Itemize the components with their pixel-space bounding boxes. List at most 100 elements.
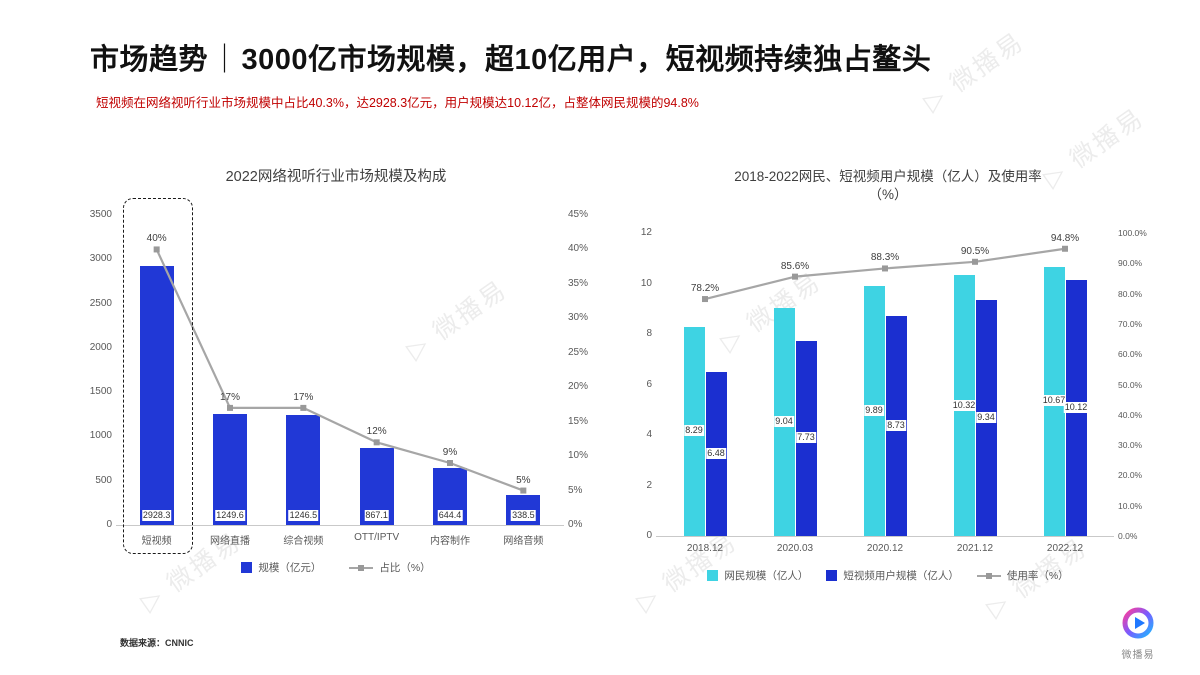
y-axis-left-tick: 0 bbox=[106, 519, 112, 530]
line-value-label: 94.8% bbox=[1050, 232, 1080, 244]
x-axis-line bbox=[116, 525, 564, 526]
y-axis-right-tick: 10.0% bbox=[1118, 500, 1143, 511]
y-axis-left-tick: 3500 bbox=[89, 209, 112, 220]
y-axis-right-tick: 25% bbox=[568, 346, 589, 358]
bar-swatch-icon bbox=[241, 562, 253, 573]
bar-swatch-icon bbox=[707, 570, 719, 581]
line-value-label: 90.5% bbox=[960, 245, 990, 257]
bar bbox=[286, 414, 321, 525]
legend-label: 网民规模（亿人） bbox=[724, 570, 809, 582]
bar-value-label: 8.29 bbox=[684, 425, 704, 437]
bar-value-label: 10.32 bbox=[951, 399, 977, 411]
legend-item-netizens: 网民规模（亿人） bbox=[707, 568, 808, 583]
y-axis-right-tick: 60.0% bbox=[1118, 349, 1143, 360]
legend-label: 规模（亿元） bbox=[258, 562, 322, 574]
bar-value-label: 2928.3 bbox=[141, 510, 172, 521]
title-rest: 3000亿市场规模，超10亿用户，短视频持续独占鳌头 bbox=[241, 44, 932, 76]
y-axis-left-tick: 8 bbox=[646, 328, 652, 339]
x-axis-label: 2020.12 bbox=[866, 543, 904, 554]
bar-value-label: 9.89 bbox=[864, 405, 884, 417]
y-axis-right-tick: 0.0% bbox=[1118, 531, 1138, 541]
chart-plot-area: 12 10 8 6 4 2 0 100.0% 90.0% 80.0% 70.0% 60.0% 50.0%… bbox=[628, 210, 1148, 562]
y-axis-left-tick: 6 bbox=[646, 378, 652, 390]
x-axis-label: 综合视频 bbox=[283, 536, 324, 547]
y-axis-right-tick: 30% bbox=[568, 312, 589, 324]
y-axis-right-tick: 30.0% bbox=[1118, 440, 1143, 451]
legend-item-share: 占比（%） bbox=[349, 560, 431, 575]
line-swatch-icon bbox=[976, 572, 1001, 579]
x-axis-label: 网络音频 bbox=[503, 536, 544, 547]
y-axis-left-tick: 3000 bbox=[89, 253, 112, 265]
x-axis-label: 短视频 bbox=[141, 536, 172, 547]
data-source: 数据来源：CNNIC bbox=[120, 638, 194, 648]
y-axis-right-tick: 10% bbox=[568, 450, 589, 462]
x-axis-label: 2018.12 bbox=[686, 543, 724, 554]
y-axis-left-tick: 4 bbox=[646, 429, 652, 440]
line-value-label: 5% bbox=[516, 474, 531, 486]
y-axis-left-tick: 2 bbox=[646, 479, 652, 491]
highlight-box bbox=[122, 198, 193, 554]
y-axis-left-tick: 500 bbox=[95, 474, 112, 486]
y-axis-left-tick: 2500 bbox=[89, 297, 112, 309]
legend: 规模（亿元） 占比（%） bbox=[82, 560, 590, 575]
bar-value-label: 6.48 bbox=[706, 448, 726, 460]
y-axis-right-tick: 40.0% bbox=[1118, 409, 1143, 420]
y-axis-right-tick: 100.0% bbox=[1118, 228, 1147, 238]
line-swatch-icon bbox=[349, 564, 374, 571]
bar-value-label: 9.04 bbox=[774, 415, 794, 427]
bar-value-label: 10.67 bbox=[1041, 395, 1067, 407]
y-axis-right-tick: 70.0% bbox=[1118, 318, 1143, 329]
line-value-label: 85.6% bbox=[780, 260, 810, 272]
bar bbox=[213, 414, 247, 525]
y-axis-left-tick: 1500 bbox=[89, 386, 112, 398]
y-axis-right-tick: 45% bbox=[568, 209, 589, 220]
bar-value-label: 644.4 bbox=[437, 510, 463, 521]
chart-user-scale: 2018-2022网民、短视频用户规模（亿人）及使用率 （%） 12 10 8 6 4 2… bbox=[628, 168, 1148, 583]
y-axis-left-tick: 1000 bbox=[89, 430, 112, 442]
y-axis-right-tick: 5% bbox=[568, 484, 583, 496]
line-value-label: 88.3% bbox=[870, 252, 900, 264]
chart-market-scale: 2022网络视听行业市场规模及构成 3500 3000 2500 2000 1500 10… bbox=[82, 168, 590, 575]
bar-value-label: 1246.5 bbox=[288, 510, 319, 521]
bar-value-label: 1249.6 bbox=[215, 510, 245, 521]
x-axis-label: 2021.12 bbox=[956, 543, 994, 554]
y-axis-right-tick: 15% bbox=[568, 415, 589, 427]
line-value-label: 17% bbox=[293, 391, 314, 403]
x-axis-label: 内容制作 bbox=[430, 536, 470, 547]
line-value-label: 40% bbox=[146, 233, 167, 245]
chart-title-line1: 2018-2022网民、短视频用户规模（亿人）及使用率 bbox=[734, 169, 1042, 184]
bar bbox=[139, 265, 174, 525]
legend-label: 短视频用户规模（亿人） bbox=[843, 570, 959, 582]
bar-value-label: 10.12 bbox=[1063, 402, 1089, 414]
y-axis-right-tick: 20.0% bbox=[1118, 470, 1143, 481]
title-separator: ｜ bbox=[210, 44, 240, 76]
y-axis-right-tick: 50.0% bbox=[1118, 379, 1143, 390]
legend-label: 占比（%） bbox=[379, 562, 431, 574]
y-axis-left-tick: 0 bbox=[646, 530, 652, 541]
header: 市场趋势｜3000亿市场规模，超10亿用户，短视频持续独占鳌头 短视频在网络视听… bbox=[90, 36, 1130, 111]
subtitle: 短视频在网络视听行业市场规模中占比40.3%，达2928.3亿元，用户规模达10… bbox=[96, 96, 699, 110]
page-title: 市场趋势｜3000亿市场规模，超10亿用户，短视频持续独占鳌头 bbox=[90, 36, 1130, 78]
line-value-label: 9% bbox=[442, 447, 458, 458]
y-axis-right-tick: 35% bbox=[568, 277, 589, 289]
bar-value-label: 9.34 bbox=[976, 412, 996, 424]
y-axis-right-tick: 40% bbox=[568, 243, 589, 255]
chart-plot-area: 3500 3000 2500 2000 1500 1000 500 0 45% 40% 35% 30%… bbox=[82, 196, 590, 554]
legend-item-usage-rate: 使用率（%） bbox=[976, 568, 1069, 583]
y-axis-right-tick: 90.0% bbox=[1118, 258, 1143, 269]
bar-swatch-icon bbox=[826, 570, 838, 581]
x-axis-line bbox=[656, 536, 1114, 537]
trend-line bbox=[702, 245, 1068, 303]
brand-logo: 微播易 bbox=[1106, 606, 1170, 661]
y-axis-right-tick: 80.0% bbox=[1118, 288, 1143, 299]
y-axis-left-tick: 12 bbox=[640, 227, 652, 238]
legend-item-scale: 规模（亿元） bbox=[241, 560, 321, 575]
x-axis-label: 2020.03 bbox=[776, 543, 814, 554]
chart-title-line2: （%） bbox=[868, 187, 908, 202]
line-value-label: 78.2% bbox=[690, 283, 720, 295]
y-axis-right-tick: 20% bbox=[568, 381, 589, 393]
brand-name: 微播易 bbox=[1121, 650, 1155, 661]
x-axis-label: 2022.12 bbox=[1046, 543, 1084, 554]
title-keyword: 市场趋势 bbox=[90, 44, 209, 76]
